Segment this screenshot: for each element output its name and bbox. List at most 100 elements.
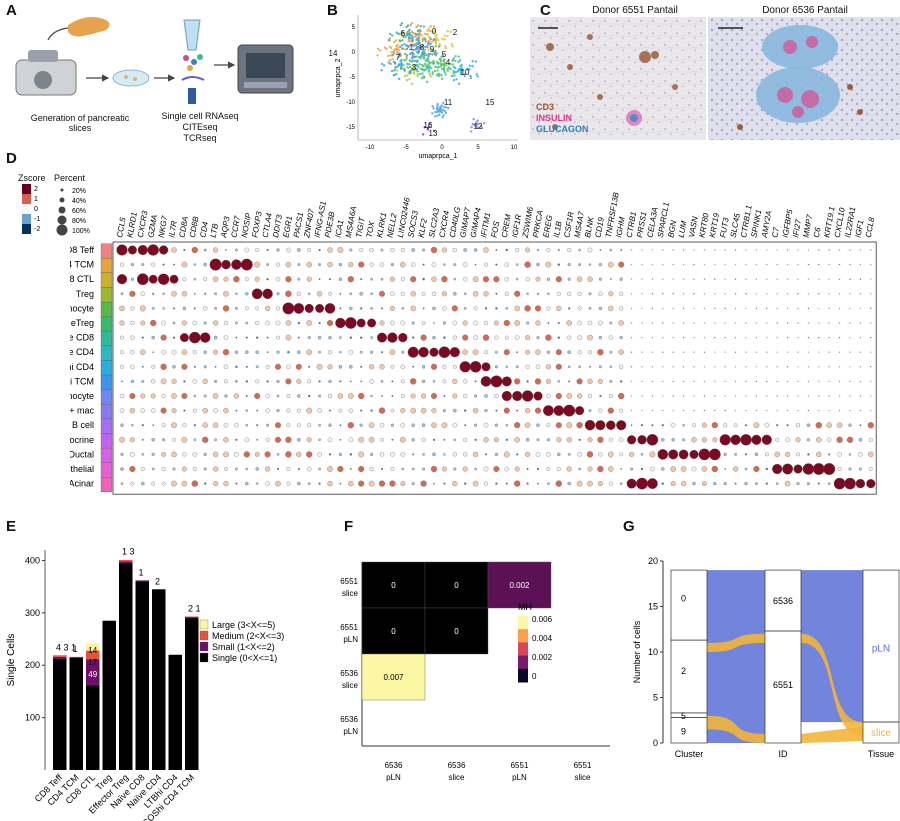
- expression-dot: [306, 407, 313, 414]
- umap-point: [392, 73, 396, 77]
- umap-point: [380, 62, 384, 66]
- expression-dot: [483, 481, 489, 486]
- expression-dot: [578, 263, 582, 267]
- expression-dot: [152, 351, 154, 353]
- expression-dot: [421, 437, 426, 442]
- expression-dot: [490, 375, 503, 388]
- expression-dot: [377, 332, 387, 343]
- expression-dot: [296, 350, 301, 355]
- gene-label: MMP7: [802, 213, 815, 238]
- percent-tick: 60%: [72, 208, 86, 215]
- umap-point: [383, 46, 387, 49]
- umap-point: [449, 62, 452, 66]
- umap-point: [425, 54, 428, 57]
- expression-dot: [421, 423, 426, 428]
- e-y-tick: 300: [25, 608, 40, 618]
- f-legend-tick: 0.006: [532, 615, 553, 624]
- expression-dot: [774, 451, 780, 458]
- umap-cluster-label: 16: [424, 121, 433, 130]
- expression-dot: [515, 365, 519, 369]
- expression-dot: [328, 453, 332, 456]
- expression-dot: [546, 423, 551, 428]
- expression-dot: [286, 481, 291, 486]
- expression-dot: [181, 261, 188, 268]
- histology-legend: CD3 INSULIN GLUCAGON: [536, 102, 589, 135]
- expression-dot: [348, 349, 354, 355]
- cell-type-label: CD8 CTL: [70, 274, 94, 284]
- expression-dot: [130, 306, 135, 311]
- expression-dot: [587, 466, 593, 472]
- expression-dot: [400, 248, 405, 253]
- expression-dot: [693, 380, 695, 383]
- umap-point: [416, 70, 419, 73]
- expression-dot: [537, 482, 539, 485]
- step1-caption: Generation of pancreatic slices: [30, 113, 130, 133]
- expression-dot: [235, 438, 238, 441]
- expression-dot: [651, 380, 654, 383]
- umap-point: [405, 65, 409, 69]
- expression-dot: [493, 320, 499, 326]
- expression-dot: [868, 467, 873, 471]
- expression-dot: [776, 249, 778, 251]
- expression-dot: [849, 366, 851, 368]
- expression-dot: [276, 394, 280, 398]
- expression-dot: [275, 480, 281, 487]
- umap-point: [479, 125, 483, 128]
- expression-dot: [203, 452, 207, 457]
- e-bar-segment: [53, 656, 67, 659]
- umap-point: [394, 39, 398, 42]
- expression-dot: [608, 466, 614, 472]
- umap-point: [449, 30, 453, 33]
- expression-dot: [870, 395, 872, 397]
- umap-point: [396, 46, 400, 50]
- umap-point: [412, 72, 416, 75]
- umap-point: [431, 53, 434, 56]
- expression-dot: [693, 351, 695, 353]
- cell-type-color-bar: [100, 258, 113, 274]
- expression-dot: [318, 321, 321, 325]
- umap-point: [400, 58, 403, 62]
- umap-point: [420, 76, 424, 80]
- expression-dot: [391, 438, 394, 441]
- cell-type-label: Memory B cell: [70, 420, 94, 430]
- expression-dot: [703, 307, 706, 310]
- expression-dot: [849, 293, 851, 295]
- umap-point: [409, 24, 412, 27]
- expression-dot: [662, 293, 664, 295]
- e-bar-segment: [69, 656, 83, 658]
- expression-dot: [797, 366, 799, 368]
- umap-point: [480, 126, 484, 130]
- umap-point: [429, 38, 432, 41]
- expression-dot: [348, 393, 354, 399]
- expression-dot: [849, 278, 851, 280]
- umap-point: [410, 82, 414, 86]
- expression-dot: [171, 247, 177, 253]
- umap-point: [421, 39, 425, 42]
- umap-point: [388, 39, 391, 42]
- expression-dot: [304, 303, 314, 313]
- umap-point: [412, 48, 415, 52]
- expression-dot: [412, 453, 415, 456]
- umap-point: [417, 39, 420, 43]
- expression-dot: [766, 336, 768, 339]
- expression-dot: [462, 466, 468, 472]
- expression-dot: [327, 364, 333, 370]
- expression-dot: [867, 422, 874, 429]
- umap-point: [434, 110, 437, 114]
- expression-dot: [724, 409, 726, 412]
- expression-dot: [265, 481, 270, 486]
- percent-size-dot: [57, 215, 67, 225]
- expression-dot: [224, 379, 228, 384]
- expression-dot: [484, 307, 488, 310]
- expression-dot: [816, 451, 822, 458]
- umap-cluster-label: 0: [432, 27, 437, 36]
- expression-dot: [116, 274, 128, 285]
- expression-dot: [807, 307, 810, 310]
- expression-dot: [494, 452, 499, 457]
- expression-dot: [422, 307, 425, 310]
- f-col-label-line1: 6551: [511, 761, 529, 770]
- umap-point: [432, 61, 435, 65]
- e-legend-swatch: [199, 630, 209, 641]
- expression-dot: [598, 291, 603, 297]
- expression-dot: [442, 306, 447, 311]
